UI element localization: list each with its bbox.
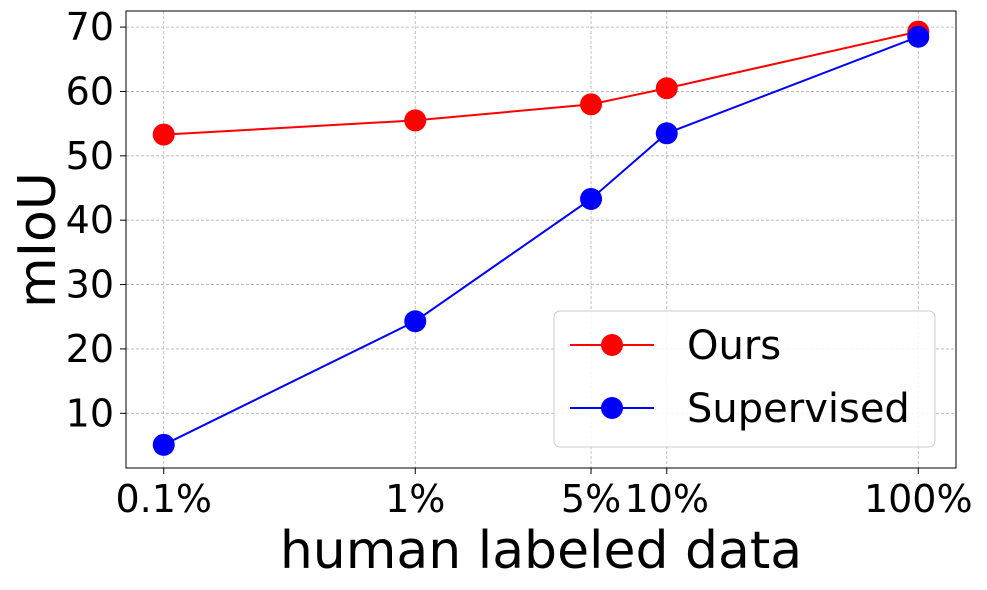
y-tick-label: 30 <box>66 263 114 307</box>
y-axis-label: mIoU <box>8 172 68 308</box>
data-point <box>404 109 427 132</box>
x-tick-label: 1% <box>385 477 445 521</box>
data-point <box>907 25 930 48</box>
legend-label: Ours <box>687 323 781 369</box>
y-tick-label: 60 <box>66 69 114 113</box>
y-tick-label: 50 <box>66 134 114 178</box>
legend-marker <box>601 397 623 419</box>
series-line <box>163 30 919 136</box>
x-tick-label: 10% <box>625 477 709 521</box>
y-tick-label: 20 <box>66 327 114 371</box>
x-tick-label: 0.1% <box>115 477 212 521</box>
data-point <box>152 433 175 456</box>
legend-label: Supervised <box>687 386 910 432</box>
x-tick-label: 100% <box>864 477 973 521</box>
y-tick-label: 10 <box>66 391 114 435</box>
data-point <box>404 310 427 333</box>
y-tick-label: 70 <box>66 5 114 49</box>
data-point <box>152 123 175 146</box>
x-axis-label: human labeled data <box>280 521 802 581</box>
series-ours <box>152 20 930 146</box>
legend-item-supervised: Supervised <box>570 386 910 432</box>
series-layer <box>152 20 930 456</box>
plot-frame <box>125 10 957 469</box>
y-tick-label: 40 <box>66 198 114 242</box>
data-point <box>580 187 603 210</box>
legend-item-ours: Ours <box>570 323 781 369</box>
legend: Ours Supervised <box>553 310 936 448</box>
legend-marker <box>601 334 623 356</box>
data-point <box>580 93 603 116</box>
data-point <box>655 122 678 145</box>
ticks: 0.1% 1% 5% 10% 100% 10 20 30 40 50 60 70 <box>66 5 973 521</box>
series-supervised <box>152 25 930 456</box>
x-tick-label: 5% <box>561 477 621 521</box>
data-point <box>655 77 678 100</box>
